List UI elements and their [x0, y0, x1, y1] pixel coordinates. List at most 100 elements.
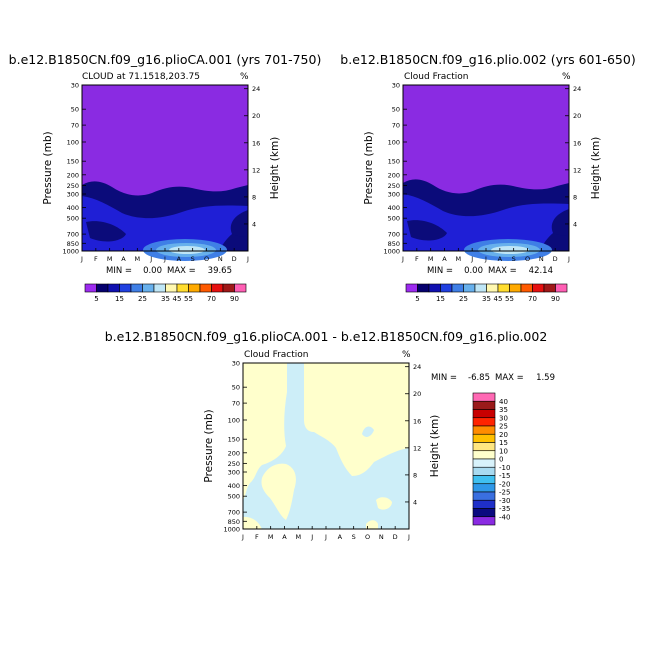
x-tick-label: M [107, 255, 113, 263]
colorbar-swatch [165, 283, 178, 293]
colorbar-label: 90 [230, 295, 239, 303]
colorbar-swatch [176, 283, 189, 293]
colorbar-label: 15 [436, 295, 445, 303]
panel-1-navy-right [230, 210, 248, 237]
x-tick-label: F [94, 255, 98, 263]
x-tick-label: F [415, 255, 419, 263]
colorbar-label: 90 [551, 295, 560, 303]
x-tick-label: J [163, 255, 166, 263]
panel-2-y2-ticks: 24 20 16 12 8 4 [565, 85, 581, 228]
colorbar-swatch [472, 442, 496, 452]
y-tick-label: 400 [67, 204, 79, 212]
panel-2-title: b.e12.B1850CN.f09_g16.plio.002 (yrs 601-… [340, 52, 635, 67]
colorbar-label: 40 [499, 398, 508, 406]
panel-1-title: b.e12.B1850CN.f09_g16.plioCA.001 (yrs 70… [9, 52, 322, 67]
colorbar-label: -30 [499, 497, 510, 505]
y-tick-label: 100 [388, 138, 400, 146]
x-tick-label: A [498, 255, 503, 263]
panel-3: b.e12.B1850CN.f09_g16.plioCA.001 - b.e12… [105, 329, 555, 541]
y-tick-label: 300 [388, 191, 400, 199]
colorbar-label: 15 [115, 295, 124, 303]
x-tick-label: J [80, 255, 83, 263]
y-tick-label: 100 [67, 138, 79, 146]
y-tick-label: 850 [67, 240, 79, 248]
x-tick-label: A [442, 255, 447, 263]
colorbar-swatch [153, 283, 166, 293]
colorbar-swatch [472, 499, 496, 509]
x-tick-label: J [484, 255, 487, 263]
panel-2-navy-pocket [407, 220, 447, 241]
x-tick-label: M [135, 255, 141, 263]
panel-3-y2-ticks: 24 20 16 12 8 4 [405, 363, 421, 506]
colorbar-swatch [84, 283, 97, 293]
y2-tick-label: 20 [413, 390, 421, 398]
panel-1-colorbar: 5 15 25 35 45 55 70 90 [84, 283, 247, 303]
y2-tick-label: 16 [573, 139, 581, 147]
y-tick-label: 70 [392, 122, 400, 130]
x-tick-label: O [365, 533, 370, 541]
colorbar-swatch [532, 283, 545, 293]
colorbar-swatch [509, 283, 522, 293]
y-tick-label: 700 [388, 231, 400, 239]
y2-tick-label: 12 [413, 444, 421, 452]
x-tick-label: J [470, 255, 473, 263]
y-tick-label: 700 [228, 509, 240, 517]
panel-2-max-value: 42.14 [529, 266, 553, 276]
y-tick-label: 1000 [223, 526, 240, 534]
y-tick-label: 70 [232, 400, 240, 408]
panel-1-units: % [240, 72, 249, 82]
x-tick-label: J [401, 255, 404, 263]
y-tick-label: 1000 [383, 248, 400, 256]
y-tick-label: 30 [71, 82, 79, 90]
x-tick-label: J [567, 255, 570, 263]
y-tick-label: 50 [232, 384, 240, 392]
y2-tick-label: 12 [252, 166, 260, 174]
y-tick-label: 70 [71, 122, 79, 130]
x-tick-label: J [324, 533, 327, 541]
panel-3-min-value: -6.85 [468, 373, 490, 383]
y2-tick-label: 24 [252, 85, 260, 93]
colorbar-swatch [222, 283, 235, 293]
panel-2-max-label: MAX = [488, 266, 517, 276]
colorbar-label: -15 [499, 472, 510, 480]
colorbar-swatch [440, 283, 453, 293]
x-tick-label: F [255, 533, 259, 541]
y-tick-label: 700 [67, 231, 79, 239]
y-tick-label: 100 [228, 416, 240, 424]
y2-tick-label: 8 [413, 471, 417, 479]
panel-1-ylabel: Pressure (mb) [42, 131, 54, 204]
panel-1: b.e12.B1850CN.f09_g16.plioCA.001 (yrs 70… [9, 52, 322, 303]
panel-2-colorbar: 5 15 25 35 45 55 70 90 [405, 283, 568, 303]
panel-1-navy-pocket [86, 221, 126, 242]
colorbar-swatch [555, 283, 568, 293]
x-tick-label: J [241, 533, 244, 541]
colorbar-label: 55 [184, 295, 193, 303]
colorbar-swatch [107, 283, 120, 293]
colorbar-label: 35 [482, 295, 491, 303]
colorbar-swatch [211, 283, 224, 293]
colorbar-swatch [96, 283, 109, 293]
colorbar-label: -10 [499, 464, 510, 472]
colorbar-label: 25 [499, 423, 508, 431]
y2-tick-label: 24 [573, 85, 581, 93]
colorbar-swatch [472, 409, 496, 419]
x-tick-label: S [512, 255, 516, 263]
panel-3-ylabel: Pressure (mb) [203, 409, 215, 482]
panel-1-y2label: Height (km) [269, 137, 281, 200]
panel-1-fill-blue [82, 196, 248, 251]
colorbar-swatch [472, 425, 496, 435]
panel-1-max-label: MAX = [167, 266, 196, 276]
y-tick-label: 150 [228, 436, 240, 444]
panel-3-cream-bottom-mid [366, 520, 378, 529]
y-tick-label: 250 [67, 182, 79, 190]
y2-tick-label: 24 [413, 363, 421, 371]
panel-3-blue-notch [362, 426, 374, 437]
colorbar-label: 10 [499, 447, 508, 455]
colorbar-label: 70 [207, 295, 216, 303]
y-tick-label: 850 [388, 240, 400, 248]
y-tick-label: 200 [388, 171, 400, 179]
panel-3-max-label: MAX = [495, 373, 524, 383]
